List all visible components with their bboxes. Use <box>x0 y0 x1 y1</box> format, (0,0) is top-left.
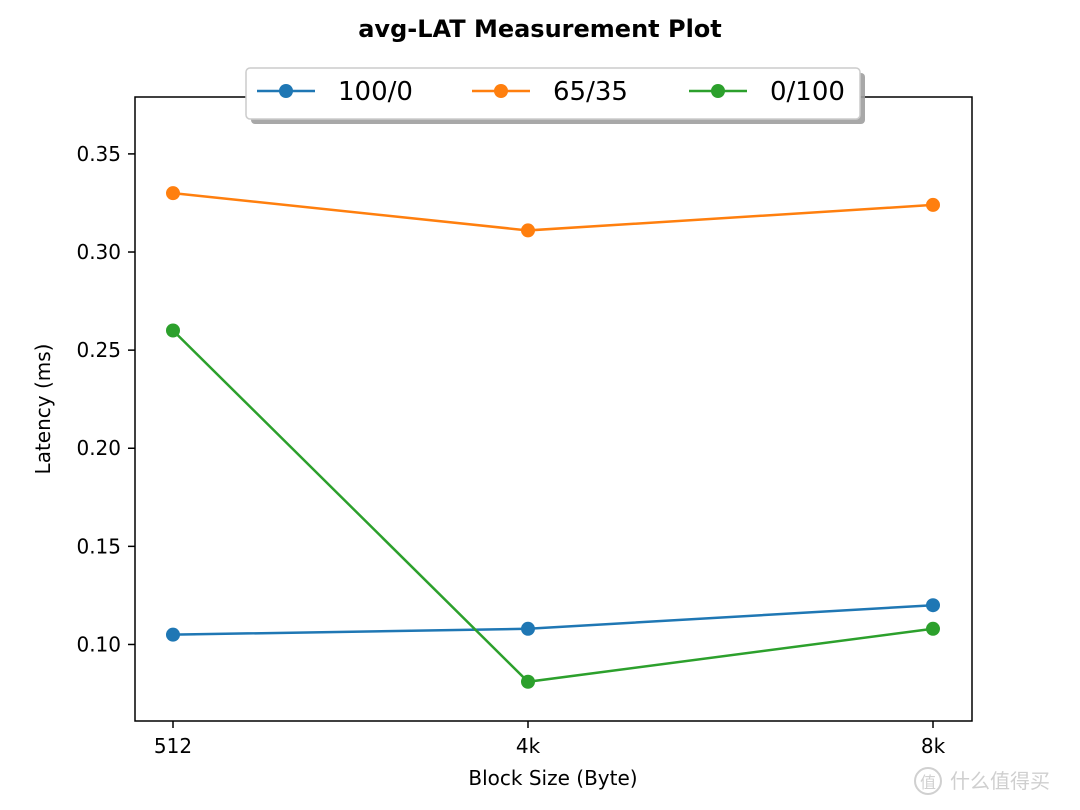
data-point[interactable] <box>926 621 940 636</box>
chart-title: avg-LAT Measurement Plot <box>358 15 722 43</box>
data-point[interactable] <box>926 598 940 613</box>
x-tick-label: 8k <box>921 734 946 758</box>
legend-label: 65/35 <box>553 77 628 107</box>
data-point[interactable] <box>521 674 535 689</box>
legend[interactable]: 100/0 65/35 0/100 <box>245 67 865 124</box>
data-point[interactable] <box>166 323 180 338</box>
legend-box <box>245 67 861 120</box>
y-tick-label: 0.25 <box>76 338 121 362</box>
y-axis: 0.10 0.15 0.20 0.25 0.30 0.35 <box>76 142 135 656</box>
zhi-logo-glyph: 值 <box>920 773 936 792</box>
legend-item[interactable]: 100/0 <box>257 77 413 107</box>
data-point[interactable] <box>521 223 535 238</box>
legend-marker <box>494 84 508 98</box>
data-point[interactable] <box>166 186 180 201</box>
watermark: 值 什么值得买 <box>914 767 1050 795</box>
series-100-0 <box>166 598 940 642</box>
y-axis-label: Latency (ms) <box>31 344 55 475</box>
x-axis-label: Block Size (Byte) <box>468 766 637 790</box>
data-point[interactable] <box>166 627 180 642</box>
y-tick-label: 0.35 <box>76 142 121 166</box>
series-65-35 <box>166 186 940 238</box>
legend-item[interactable]: 65/35 <box>472 77 628 107</box>
series-line <box>172 603 934 636</box>
legend-label: 0/100 <box>770 77 845 107</box>
series-line <box>172 329 934 684</box>
data-point[interactable] <box>521 621 535 636</box>
y-tick-label: 0.20 <box>76 436 121 460</box>
legend-marker <box>279 84 293 98</box>
x-tick-label: 4k <box>516 734 541 758</box>
y-tick-label: 0.15 <box>76 534 121 558</box>
legend-item[interactable]: 0/100 <box>689 77 845 107</box>
legend-label: 100/0 <box>338 77 413 107</box>
x-axis: 512 4k 8k <box>154 721 946 758</box>
y-tick-label: 0.10 <box>76 632 121 656</box>
series-layer <box>166 186 940 689</box>
zhi-logo-icon <box>914 767 942 795</box>
data-point[interactable] <box>926 197 940 212</box>
series-line <box>172 191 934 232</box>
x-tick-label: 512 <box>154 734 192 758</box>
legend-marker <box>711 84 725 98</box>
y-tick-label: 0.30 <box>76 240 121 264</box>
watermark-text: 什么值得买 <box>950 769 1050 793</box>
series-0-100 <box>166 323 940 689</box>
